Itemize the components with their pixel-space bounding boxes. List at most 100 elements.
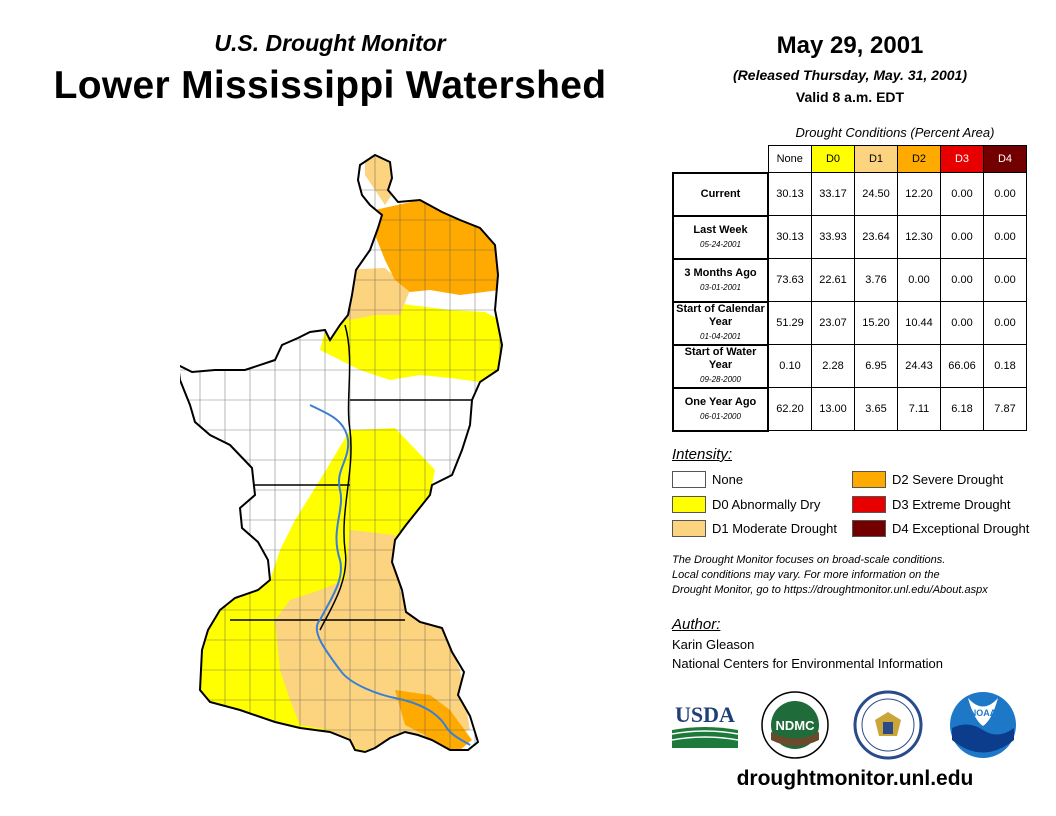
table-cell: 0.10 [767,344,812,388]
table-cell: 51.29 [767,301,812,345]
note-line: The Drought Monitor focuses on broad-sca… [672,554,946,566]
table-cell: 3.65 [854,387,898,431]
legend-label: D1 Moderate Drought [712,521,838,536]
drought-stats-table: None D0 D1 D2 D3 D4 Current 30.13 33.17 … [672,145,1027,432]
map-subtitle: U.S. Drought Monitor [214,30,446,56]
d0-region-north [320,300,502,382]
note-line: Local conditions may vary. For more info… [672,569,940,581]
noaa-logo: NOAA [950,692,1016,758]
table-cell: 6.95 [854,344,898,388]
d1-region-tip [365,155,395,205]
author-title: Author: [672,616,721,633]
legend-swatch [672,520,706,537]
table-cell: 2.28 [811,344,855,388]
table-row: Current 30.13 33.17 24.50 12.20 0.00 0.0… [672,171,1027,217]
table-cell: 15.20 [854,301,898,345]
table-cell: 23.07 [811,301,855,345]
row-label-text: One Year Ago [684,395,757,408]
table-cell: 66.06 [940,344,984,388]
table-cell: 12.20 [897,172,941,216]
row-label-date: 09-28-2000 [700,375,741,384]
author-name: Karin Gleason [672,637,755,652]
ndmc-logo-text: NDMC [776,718,816,733]
col-header-d1: D1 [854,145,898,173]
row-label-text: Start of Water Year [684,346,757,371]
col-header-d3: D3 [940,145,984,173]
legend-swatch [672,496,706,513]
legend-title: Intensity: [672,446,733,463]
disclaimer-note: The Drought Monitor focuses on broad-sca… [672,553,1042,598]
mississippi-river [309,404,471,746]
valid-time: Valid 8 a.m. EDT [795,89,905,105]
table-cell: 62.20 [767,387,812,431]
row-label: Start of Calendar Year 01-04-2001 [672,300,769,346]
table-cell: 0.00 [897,258,941,302]
table-cell: 0.00 [940,172,984,216]
legend-label: D0 Abnormally Dry [712,497,821,512]
release-date: (Released Thursday, May. 31, 2001) [733,67,967,83]
col-header-d4: D4 [983,145,1027,173]
table-cell: 30.13 [767,172,812,216]
table-row: Last Week 05-24-2001 30.13 33.93 23.64 12… [672,214,1027,260]
table-cell: 22.61 [811,258,855,302]
table-cell: 33.17 [811,172,855,216]
legend-label: D3 Extreme Drought [892,497,1011,512]
table-cell: 0.00 [940,301,984,345]
table-cell: 7.87 [983,387,1027,431]
noaa-logo-text: NOAA [970,708,997,718]
table-cell: 33.93 [811,215,855,259]
table-cell: 24.43 [897,344,941,388]
row-label: Start of Water Year 09-28-2000 [672,343,769,389]
legend-swatch [852,496,886,513]
table-row: Start of Calendar Year 01-04-2001 51.29 2… [672,300,1027,346]
footer-url[interactable]: droughtmonitor.unl.edu [736,767,974,790]
table-cell: 24.50 [854,172,898,216]
usda-logo: USDA [671,702,739,748]
table-row: Start of Water Year 09-28-2000 0.10 2.28 … [672,343,1027,389]
table-cell: 7.11 [897,387,941,431]
table-row: One Year Ago 06-01-2000 62.20 13.00 3.65 … [672,386,1027,432]
row-label-date: 05-24-2001 [700,239,741,249]
table-cell: 30.13 [767,215,812,259]
row-label-text: Start of Calendar Year [676,303,765,328]
table-cell: 0.00 [983,172,1027,216]
legend-label: D2 Severe Drought [892,472,1004,487]
legend-label: D4 Exceptional Drought [892,521,1030,536]
row-label: 3 Months Ago 03-01-2001 [672,257,769,303]
table-cell: 0.00 [983,301,1027,345]
table-cell: 3.76 [854,258,898,302]
row-label: Last Week 05-24-2001 [672,214,769,260]
table-caption: Drought Conditions (Percent Area) [795,125,995,140]
row-label-text: 3 Months Ago [684,266,757,279]
legend-label: None [712,472,744,487]
table-cell: 13.00 [811,387,855,431]
col-header-d2: D2 [897,145,941,173]
table-cell: 0.00 [940,258,984,302]
table-cell: 6.18 [940,387,984,431]
author-org: National Centers for Environmental Infor… [672,656,943,671]
row-label-date: 01-04-2001 [700,332,741,341]
legend-swatch [852,471,886,488]
commerce-seal-logo [853,690,923,760]
drought-map [180,154,503,753]
row-label: One Year Ago 06-01-2000 [672,386,769,432]
table-cell: 0.00 [983,258,1027,302]
legend-swatch [672,471,706,488]
table-cell: 0.00 [983,215,1027,259]
row-label-text: Last Week [693,223,748,236]
table-cell: 0.18 [983,344,1027,388]
row-label-date: 03-01-2001 [700,282,741,292]
row-label-date: 06-01-2000 [700,411,741,421]
table-header-row: None D0 D1 D2 D3 D4 [673,145,1027,173]
table-cell: 0.00 [940,215,984,259]
note-line: Drought Monitor, go to https://droughtmo… [672,584,988,596]
table-corner [673,146,768,173]
table-row: 3 Months Ago 03-01-2001 73.63 22.61 3.76 … [672,257,1027,303]
table-cell: 12.30 [897,215,941,259]
row-label: Current [672,171,769,217]
legend-swatch [852,520,886,537]
usda-logo-text: USDA [675,702,735,727]
table-cell: 23.64 [854,215,898,259]
ndmc-logo: NDMC [761,691,829,759]
table-cell: 10.44 [897,301,941,345]
